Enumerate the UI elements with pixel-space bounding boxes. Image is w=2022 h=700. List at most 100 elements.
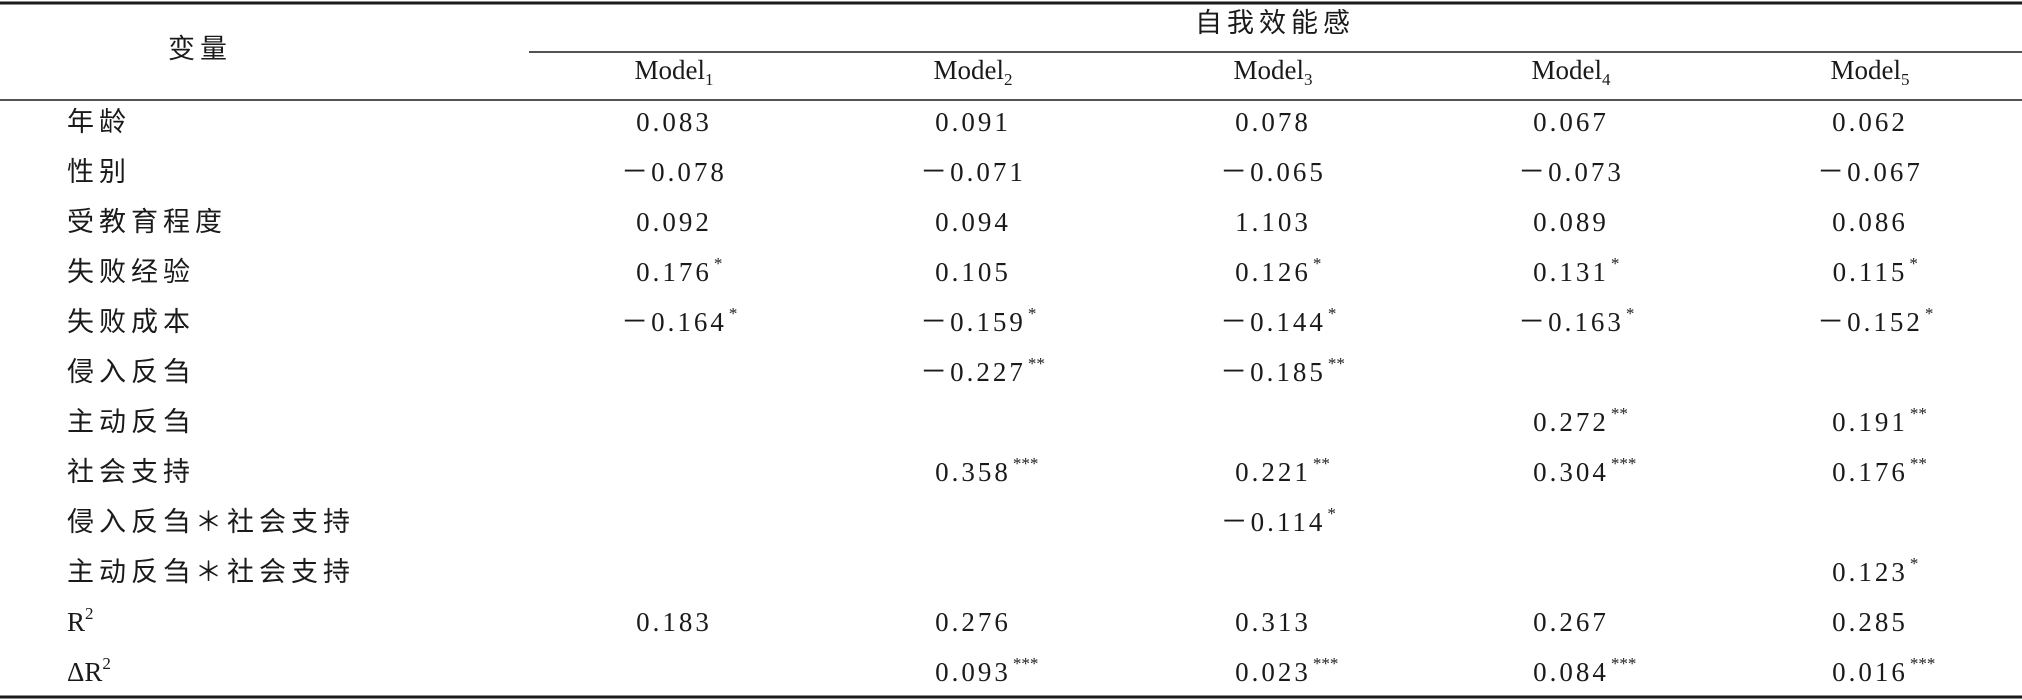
significance: * — [1925, 304, 1934, 323]
cell-value: 0.023 — [1235, 657, 1311, 687]
row-label: 年龄 — [67, 107, 131, 137]
cell: 0.176 — [1832, 457, 1908, 487]
cell: －0.114 — [1221, 507, 1326, 537]
cell-value: 0.084 — [1533, 657, 1609, 687]
cell-value: －0.227 — [920, 357, 1026, 387]
cell-value: －0.067 — [1817, 157, 1923, 187]
cell-value: －0.065 — [1220, 157, 1326, 187]
cell: 0.089 — [1533, 207, 1609, 237]
cell: 0.093 — [935, 657, 1011, 687]
significance: * — [729, 304, 738, 323]
cell: －0.163 — [1518, 307, 1624, 337]
cell: 0.115 — [1833, 257, 1908, 287]
row-label: 性别 — [67, 157, 131, 187]
cell-value: －0.159 — [920, 307, 1026, 337]
model-header: Model1 — [635, 55, 714, 89]
cell-value: 0.089 — [1533, 207, 1609, 237]
significance: *** — [1313, 654, 1339, 673]
cell-value: 0.272 — [1533, 407, 1609, 437]
cell: －0.073 — [1518, 157, 1624, 187]
cell: 0.023 — [1235, 657, 1311, 687]
row-label-text: R — [67, 607, 85, 637]
cell: 0.083 — [636, 107, 712, 137]
cell: 0.304 — [1533, 457, 1609, 487]
cell-value: －0.071 — [920, 157, 1026, 187]
cell: 0.067 — [1533, 107, 1609, 137]
cell-value: 0.123 — [1832, 557, 1908, 587]
cell-value: －0.114 — [1221, 507, 1326, 537]
cell-value: 0.093 — [935, 657, 1011, 687]
cell: 0.272 — [1533, 407, 1609, 437]
row-label: 主动反刍 — [67, 407, 195, 437]
significance: * — [714, 254, 723, 273]
cell: －0.144 — [1220, 307, 1326, 337]
cell-value: 0.115 — [1833, 257, 1908, 287]
row-label: 失败经验 — [67, 257, 195, 287]
row-label: 侵入反刍＊社会支持 — [67, 507, 355, 537]
row-header: 变量 — [168, 34, 232, 64]
model-subscript: 1 — [705, 70, 714, 89]
significance: * — [1327, 504, 1336, 523]
row-label: 失败成本 — [67, 307, 195, 337]
cell-value: －0.073 — [1518, 157, 1624, 187]
cell-value: 0.285 — [1832, 607, 1908, 637]
model-subscript: 2 — [1004, 70, 1013, 89]
row-label: R2 — [67, 604, 94, 637]
significance: *** — [1611, 654, 1637, 673]
cell-value: 0.126 — [1235, 257, 1311, 287]
significance: * — [1909, 254, 1918, 273]
model-header: Model3 — [1234, 55, 1313, 89]
cell-value: 0.176 — [1832, 457, 1908, 487]
cell-value: 0.183 — [636, 607, 712, 637]
cell-value: －0.144 — [1220, 307, 1326, 337]
cell: 0.078 — [1235, 107, 1311, 137]
row-label: 侵入反刍 — [67, 357, 195, 387]
cell: 0.062 — [1832, 107, 1908, 137]
cell-value: 0.313 — [1235, 607, 1311, 637]
cell: －0.227 — [920, 357, 1026, 387]
cell-value: －0.152 — [1817, 307, 1923, 337]
model-header: Model2 — [934, 55, 1013, 89]
cell-value: 0.091 — [935, 107, 1011, 137]
cell: 0.358 — [935, 457, 1011, 487]
significance: ** — [1910, 404, 1927, 423]
significance: * — [1313, 254, 1322, 273]
cell-value: 0.092 — [636, 207, 712, 237]
cell-value: －0.078 — [621, 157, 727, 187]
cell: 1.103 — [1235, 207, 1311, 237]
cell-value: 0.062 — [1832, 107, 1908, 137]
cell-value: 0.276 — [935, 607, 1011, 637]
significance: * — [1328, 304, 1337, 323]
cell: －0.065 — [1220, 157, 1326, 187]
significance: ** — [1328, 354, 1345, 373]
cell: －0.164 — [621, 307, 727, 337]
cell: 0.123 — [1832, 557, 1908, 587]
group-header: 自我效能感 — [1195, 8, 1355, 38]
cell-value: 0.067 — [1533, 107, 1609, 137]
model-header: Model5 — [1831, 55, 1910, 89]
cell: 0.086 — [1832, 207, 1908, 237]
cell: 0.285 — [1832, 607, 1908, 637]
cell: 0.126 — [1235, 257, 1311, 287]
cell-value: －0.164 — [621, 307, 727, 337]
cell: 0.176 — [636, 257, 712, 287]
row-label: 社会支持 — [67, 457, 195, 487]
cell: －0.067 — [1817, 157, 1923, 187]
significance: *** — [1910, 654, 1936, 673]
cell: 0.131 — [1533, 257, 1609, 287]
cell: －0.078 — [621, 157, 727, 187]
cell: 0.191 — [1832, 407, 1908, 437]
significance: * — [1611, 254, 1620, 273]
model-subscript: 4 — [1602, 70, 1611, 89]
cell-value: －0.185 — [1220, 357, 1326, 387]
model-name: Model — [934, 55, 1005, 85]
model-name: Model — [635, 55, 706, 85]
cell-value: 0.191 — [1832, 407, 1908, 437]
cell: －0.152 — [1817, 307, 1923, 337]
cell-value: 0.358 — [935, 457, 1011, 487]
cell: 0.105 — [935, 257, 1011, 287]
cell-value: 0.105 — [935, 257, 1011, 287]
cell-value: 0.176 — [636, 257, 712, 287]
row-label: 受教育程度 — [67, 207, 227, 237]
